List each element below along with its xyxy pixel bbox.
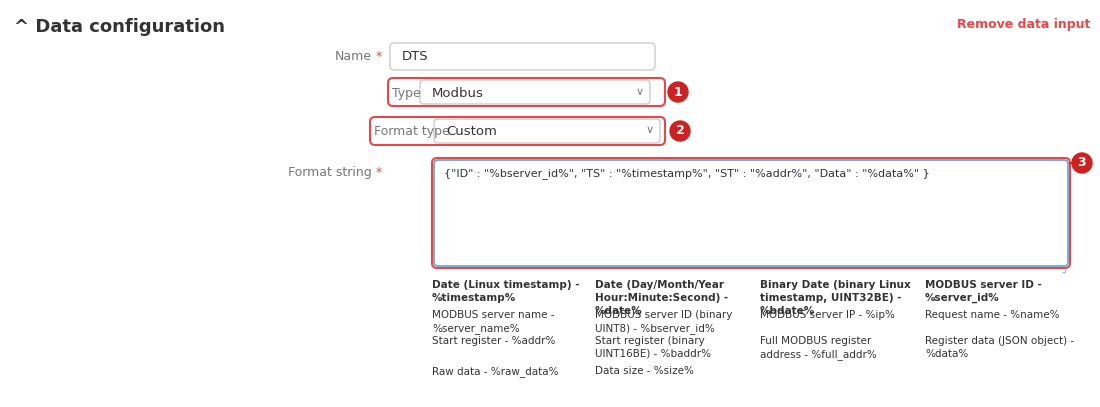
Circle shape bbox=[1072, 153, 1092, 173]
FancyBboxPatch shape bbox=[434, 119, 660, 143]
Text: Date (Day/Month/Year
Hour:Minute:Second) -
%date%: Date (Day/Month/Year Hour:Minute:Second)… bbox=[595, 280, 728, 315]
Text: Request name - %name%: Request name - %name% bbox=[925, 310, 1059, 320]
Text: Start register - %addr%: Start register - %addr% bbox=[432, 336, 556, 346]
Text: MODBUS server ID (binary
UINT8) - %bserver_id%: MODBUS server ID (binary UINT8) - %bserv… bbox=[595, 310, 733, 334]
Circle shape bbox=[670, 121, 690, 141]
Text: ∨: ∨ bbox=[646, 125, 654, 135]
Text: Remove data input: Remove data input bbox=[957, 18, 1090, 31]
FancyBboxPatch shape bbox=[432, 158, 1070, 268]
Text: MODBUS server ID -
%server_id%: MODBUS server ID - %server_id% bbox=[925, 280, 1042, 303]
FancyBboxPatch shape bbox=[388, 78, 666, 106]
Text: 2: 2 bbox=[675, 125, 684, 138]
Text: Modbus: Modbus bbox=[432, 87, 484, 100]
Text: ^ Data configuration: ^ Data configuration bbox=[14, 18, 225, 36]
FancyBboxPatch shape bbox=[434, 160, 1068, 266]
Text: Name: Name bbox=[336, 50, 372, 63]
Text: MODBUS server IP - %ip%: MODBUS server IP - %ip% bbox=[760, 310, 895, 320]
Text: Data size - %size%: Data size - %size% bbox=[595, 366, 694, 376]
Text: Custom: Custom bbox=[446, 125, 497, 138]
Text: Register data (JSON object) -
%data%: Register data (JSON object) - %data% bbox=[925, 336, 1074, 359]
FancyBboxPatch shape bbox=[370, 117, 666, 145]
Text: Start register (binary
UINT16BE) - %baddr%: Start register (binary UINT16BE) - %badd… bbox=[595, 336, 711, 359]
Text: ⌟: ⌟ bbox=[1062, 264, 1066, 274]
Text: Format string: Format string bbox=[288, 166, 372, 179]
Text: {"ID" : "%bserver_id%", "TS" : "%timestamp%", "ST" : "%addr%", "Data" : "%data%": {"ID" : "%bserver_id%", "TS" : "%timesta… bbox=[444, 168, 930, 179]
Text: *: * bbox=[376, 166, 383, 179]
Text: Raw data - %raw_data%: Raw data - %raw_data% bbox=[432, 366, 559, 377]
Text: *: * bbox=[376, 50, 383, 63]
Text: Full MODBUS register
address - %full_addr%: Full MODBUS register address - %full_add… bbox=[760, 336, 877, 360]
FancyBboxPatch shape bbox=[390, 43, 654, 70]
Text: DTS: DTS bbox=[402, 50, 429, 63]
Text: Binary Date (binary Linux
timestamp, UINT32BE) -
%bdate%: Binary Date (binary Linux timestamp, UIN… bbox=[760, 280, 911, 315]
FancyBboxPatch shape bbox=[420, 80, 650, 104]
Text: ∨: ∨ bbox=[636, 87, 644, 97]
Circle shape bbox=[668, 82, 688, 102]
Text: Type: Type bbox=[392, 87, 420, 100]
Text: 1: 1 bbox=[673, 85, 682, 98]
Text: MODBUS server name -
%server_name%: MODBUS server name - %server_name% bbox=[432, 310, 554, 334]
Text: 3: 3 bbox=[1078, 157, 1087, 169]
Text: Date (Linux timestamp) -
%timestamp%: Date (Linux timestamp) - %timestamp% bbox=[432, 280, 580, 303]
Text: Format type: Format type bbox=[374, 125, 450, 138]
